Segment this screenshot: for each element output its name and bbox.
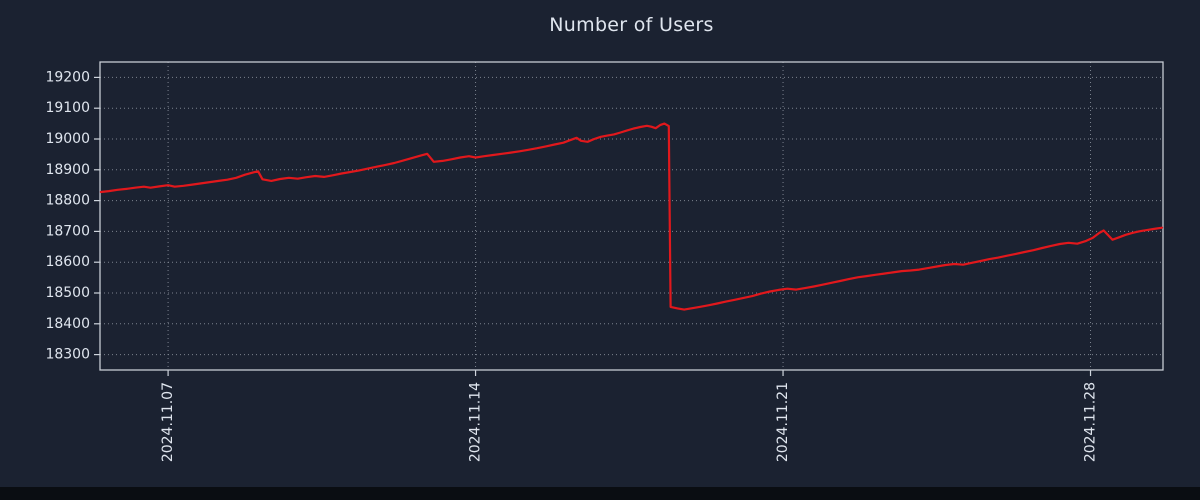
x-tick-label: 2024.11.07 <box>160 382 176 462</box>
y-tick-label: 18300 <box>45 347 90 363</box>
x-tick-label: 2024.11.28 <box>1083 382 1099 462</box>
y-tick-label: 19200 <box>45 69 90 85</box>
y-tick-label: 18900 <box>45 162 90 178</box>
y-tick-label: 18600 <box>45 254 90 270</box>
y-tick-label: 18500 <box>45 285 90 301</box>
y-tick-label: 18700 <box>45 223 90 239</box>
y-tick-label: 18800 <box>45 193 90 209</box>
y-tick-label: 19000 <box>45 131 90 147</box>
x-tick-label: 2024.11.14 <box>468 382 484 462</box>
y-tick-label: 19100 <box>45 100 90 116</box>
plot-border <box>99 61 1164 371</box>
bottom-strip <box>0 487 1200 500</box>
y-tick-label: 18400 <box>45 316 90 332</box>
users-line <box>99 122 1164 311</box>
chart-title: Number of Users <box>549 14 714 36</box>
x-tick-label: 2024.11.21 <box>775 382 791 462</box>
